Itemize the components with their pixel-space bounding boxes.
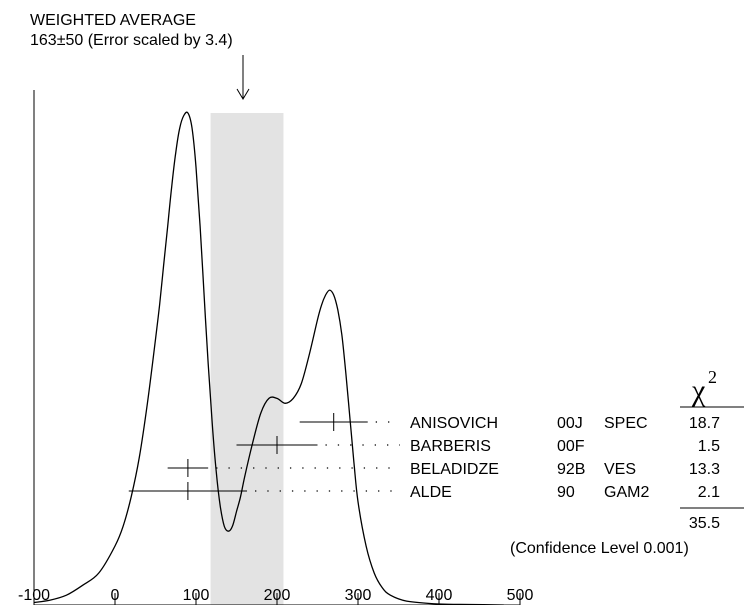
x-tick-label: -100 (18, 587, 50, 604)
x-tick-label: 100 (183, 587, 210, 604)
weighted-average-band (210, 113, 284, 605)
average-arrow (236, 55, 250, 100)
measurement-row: ALDE 90 GAM2 2.1 (128, 482, 720, 501)
measurement-row: BELADIDZE 92B VES 13.3 (167, 459, 720, 478)
x-tick-label: 400 (426, 587, 453, 604)
measurement-row: ANISOVICH 00J SPEC 18.7 (299, 413, 720, 432)
measurement-rows: ANISOVICH 00J SPEC 18.7 BARBERIS 00F 1.5 BELADI… (128, 413, 720, 501)
measurement-row: BARBERIS 00F 1.5 (236, 436, 720, 455)
chart-subtitle: 163±50 (Error scaled by 3.4) (30, 32, 233, 49)
measurement-label: BARBERIS (410, 438, 491, 455)
measurement-label: ALDE (410, 484, 452, 501)
measurement-year: 90 (557, 484, 575, 501)
chi2-value: 18.7 (689, 415, 720, 432)
chi2-header: χ 2 (680, 367, 744, 408)
measurement-technique: GAM2 (604, 484, 649, 501)
measurement-year: 92B (557, 461, 585, 478)
measurement-technique: SPEC (604, 415, 648, 432)
measurement-label: ANISOVICH (410, 415, 498, 432)
x-axis-ticks: -100 0 100 200 300 400 500 (18, 587, 533, 605)
measurement-year: 00J (557, 415, 583, 432)
confidence-level: (Confidence Level 0.001) (510, 540, 689, 557)
x-tick-label: 500 (507, 587, 534, 604)
x-tick-label: 200 (264, 587, 291, 604)
x-tick-label: 0 (111, 587, 120, 604)
measurement-technique: VES (604, 461, 636, 478)
chi2-value: 1.5 (698, 438, 720, 455)
x-tick-label: 300 (345, 587, 372, 604)
measurement-label: BELADIDZE (410, 461, 499, 478)
chi2-symbol: χ (691, 374, 706, 407)
chi2-exponent: 2 (708, 367, 717, 387)
measurement-year: 00F (557, 438, 585, 455)
chi2-value: 13.3 (689, 461, 720, 478)
ideogram-curve (33, 111, 504, 605)
chi2-value: 2.1 (698, 484, 720, 501)
chart-title: WEIGHTED AVERAGE (30, 12, 196, 29)
chi2-total: 35.5 (689, 515, 720, 532)
